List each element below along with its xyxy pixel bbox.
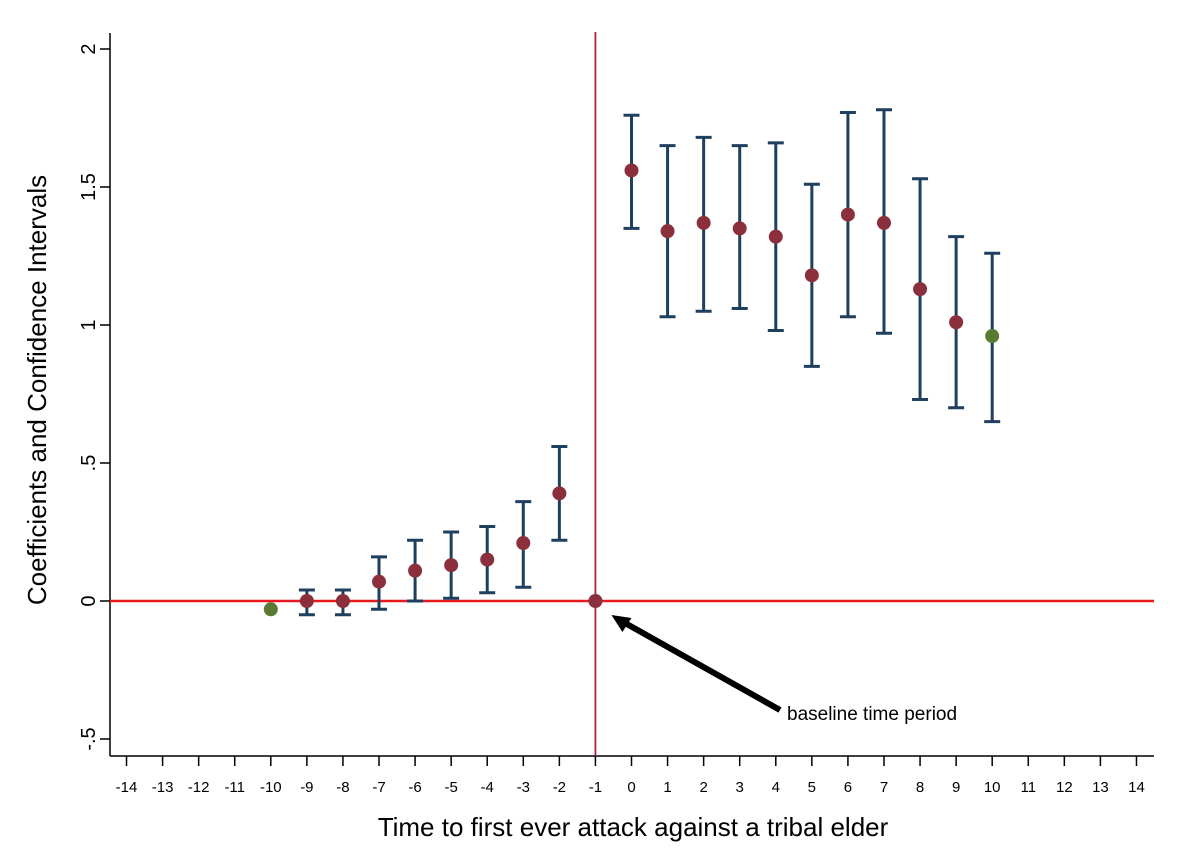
x-tick-label: 9 <box>952 779 960 796</box>
coefficient-point <box>588 594 603 608</box>
y-tick-label: 2 <box>78 43 100 54</box>
x-tick-label: 0 <box>627 779 635 796</box>
x-tick-label: 3 <box>736 779 744 796</box>
x-tick-label: 7 <box>880 779 888 796</box>
x-tick-label: 2 <box>699 779 707 796</box>
coefficient-point <box>804 268 819 283</box>
x-tick-label: 1 <box>663 779 671 796</box>
annotation-arrow-head <box>611 615 632 632</box>
coefficient-point <box>696 215 711 230</box>
endpoint-marker <box>263 602 278 617</box>
x-tick-label: -11 <box>224 779 245 796</box>
x-tick-label: -6 <box>408 779 421 796</box>
coefficient-point <box>372 574 387 589</box>
y-tick-label: 1 <box>78 319 100 330</box>
coefficient-point <box>516 536 531 551</box>
coefficient-point <box>335 594 350 608</box>
y-tick-label: -.5 <box>78 727 100 750</box>
annotation-label: baseline time period <box>787 704 957 725</box>
x-axis-title: Time to first ever attack against a trib… <box>378 812 889 842</box>
coefficient-point <box>408 563 423 578</box>
coefficient-point <box>624 163 639 178</box>
x-tick-label: -1 <box>589 779 602 796</box>
y-axis-title: Coefficients and Confidence Intervals <box>22 175 52 605</box>
x-tick-label: -8 <box>336 779 349 796</box>
x-tick-label: -13 <box>152 779 174 796</box>
y-tick-label: 0 <box>78 595 100 606</box>
coefficient-point <box>949 315 964 330</box>
x-tick-label: 4 <box>772 779 780 796</box>
coefficient-point <box>840 207 855 222</box>
x-tick-label: 8 <box>916 779 924 796</box>
endpoint-marker <box>985 329 1000 344</box>
plot-area: -.50.511.52-14 -13 -12 -11 -10 -9 -8 -7 -6 -5 -4 -3… <box>78 32 1154 796</box>
coefficient-point <box>552 486 567 501</box>
coefficient-point <box>768 229 783 244</box>
x-tick-label: -7 <box>372 779 385 796</box>
x-tick-label: -5 <box>444 779 457 796</box>
y-tick-label: .5 <box>78 455 100 472</box>
coefficient-point <box>913 282 928 297</box>
x-tick-label: -9 <box>300 779 313 796</box>
x-tick-label: 13 <box>1092 779 1109 796</box>
coefficient-point <box>732 221 747 236</box>
x-tick-label: -14 <box>116 779 138 796</box>
annotation-arrow-shaft <box>619 618 782 713</box>
x-tick-label: -12 <box>188 779 210 796</box>
x-tick-label: 10 <box>984 779 1001 796</box>
coefficient-point <box>660 224 675 239</box>
x-tick-label: -10 <box>260 779 282 796</box>
x-tick-label: -4 <box>481 779 494 796</box>
coefficient-point <box>480 552 495 567</box>
x-tick-label: 11 <box>1020 779 1036 796</box>
coefficient-point <box>876 215 891 230</box>
x-tick-label: 6 <box>844 779 852 796</box>
x-tick-label: 12 <box>1056 779 1073 796</box>
x-tick-label: -2 <box>553 779 566 796</box>
x-tick-label: 14 <box>1128 779 1145 796</box>
x-tick-label: 5 <box>808 779 816 796</box>
coefficient-point <box>444 558 459 573</box>
y-tick-label: 1.5 <box>78 173 100 201</box>
coefficient-point <box>299 594 314 608</box>
x-tick-label: -3 <box>517 779 530 796</box>
